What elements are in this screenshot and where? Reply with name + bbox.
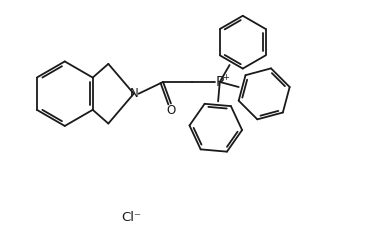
Text: N: N [129, 87, 138, 100]
Text: P: P [216, 75, 224, 89]
Text: +: + [222, 73, 229, 82]
Text: Cl⁻: Cl⁻ [121, 211, 141, 224]
Text: O: O [166, 104, 175, 117]
